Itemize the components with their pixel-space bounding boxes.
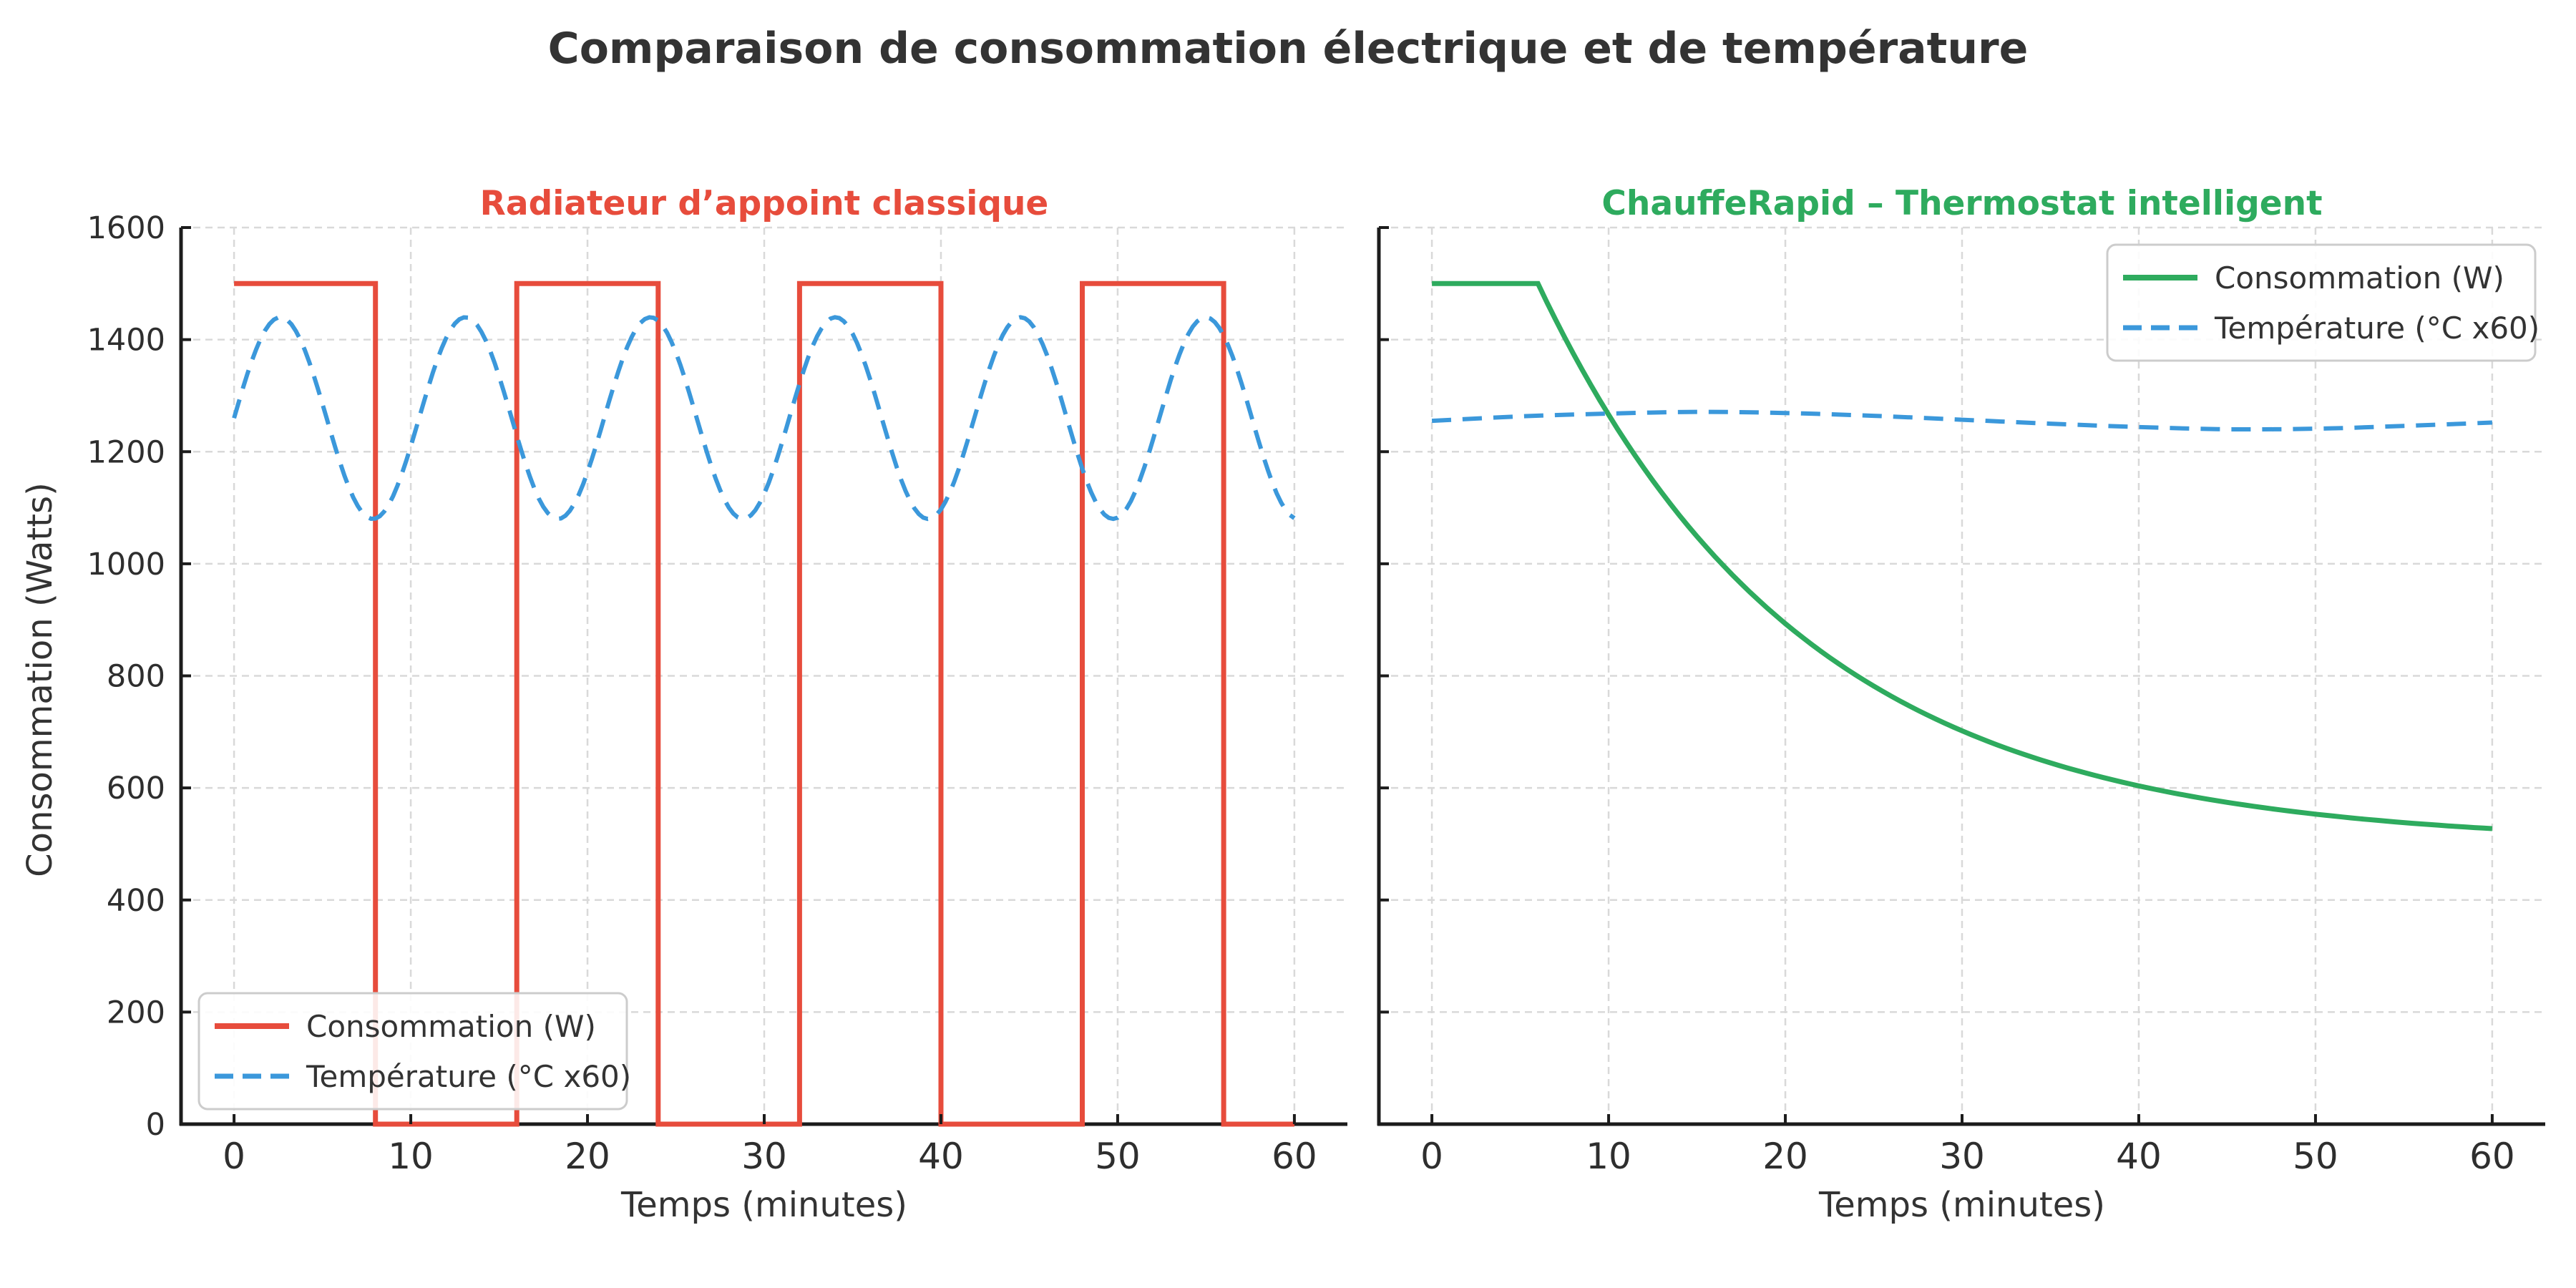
x-tick-label: 0 [223,1136,245,1177]
ticks-layer [181,226,2494,1126]
y-tick-label: 0 [146,1107,165,1143]
x-tick-label: 50 [2293,1136,2338,1177]
consumption-line-left [234,280,1294,1127]
x-tick-label: 40 [918,1136,964,1177]
x-tick-label: 20 [565,1136,610,1177]
x-axis-label-left: Temps (minutes) [620,1185,907,1225]
y-tick-label: 1600 [87,210,165,246]
y-tick-label: 400 [107,883,165,919]
x-tick-label: 60 [1272,1136,1317,1177]
x-tick-label: 50 [1095,1136,1141,1177]
consumption-line-right [1432,280,2493,831]
series-layer [232,280,2493,1127]
legend-right-temperature-label: Température (°C x60) [2214,311,2540,346]
subplot-title-left: Radiateur d’appoint classique [480,184,1049,223]
y-axis-label: Consommation (Watts) [20,482,60,877]
y-tick-label: 1200 [87,434,165,470]
x-tick-label: 30 [1939,1136,1985,1177]
x-tick-label: 0 [1420,1136,1443,1177]
y-tick-label: 600 [107,771,165,806]
legend-left-consumption-label: Consommation (W) [306,1009,596,1044]
legend-left-temperature-label: Température (°C x60) [306,1059,631,1094]
tick-labels-layer: 0 10 20 30 40 50 60020040060080010001200140016… [87,210,2515,1177]
main-title: Comparaison de consommation électrique e… [548,24,2029,74]
legend-left-box [197,992,628,1111]
legend-right-consumption-label: Consommation (W) [2215,260,2504,296]
x-tick-label: 10 [1586,1136,1631,1177]
y-tick-label: 1400 [87,323,165,358]
legend-left: Consommation (W) Température (°C x60) [197,992,631,1111]
y-tick-label: 800 [107,659,165,695]
legend-right-box [2106,243,2537,362]
x-tick-label: 20 [1762,1136,1808,1177]
x-tick-label: 60 [2469,1136,2515,1177]
y-tick-label: 1000 [87,547,165,582]
x-tick-label: 10 [388,1136,434,1177]
grid-layer [181,226,2545,1126]
y-tick-label: 200 [107,995,165,1030]
x-tick-label: 40 [2116,1136,2162,1177]
temperature-line-left [232,315,1296,522]
legend-right: Consommation (W) Température (°C x60) [2106,243,2540,362]
x-tick-label: 30 [741,1136,787,1177]
temperature-line-right [1431,409,2493,432]
subplot-title-right: ChauffeRapid – Thermostat intelligent [1601,184,2322,223]
x-axis-label-right: Temps (minutes) [1818,1185,2105,1225]
